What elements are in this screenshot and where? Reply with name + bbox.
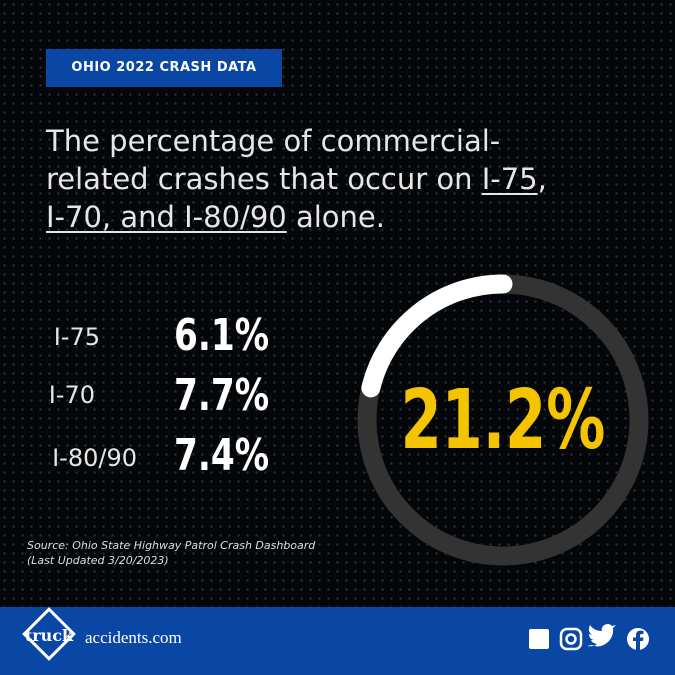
- road-label: I-70: [48, 381, 95, 409]
- road-label: I-80/90: [52, 444, 137, 472]
- donut-label: 21.2%: [401, 372, 606, 467]
- badge: OHIO 2022 CRASH DATA: [46, 49, 282, 87]
- logo-right: accidents.com: [85, 628, 182, 647]
- road-label: I-75: [53, 323, 100, 351]
- twitter-icon[interactable]: [587, 624, 616, 647]
- donut-chart: 21.2%: [357, 274, 649, 566]
- linkedin-icon[interactable]: [529, 629, 549, 649]
- headline-text: alone.: [286, 200, 385, 234]
- facebook-f: [633, 630, 644, 651]
- footer: truck accidents.com: [0, 607, 675, 675]
- road-share: 6.1%: [174, 310, 270, 361]
- road-share: 7.4%: [174, 430, 270, 481]
- headline-text: The percentage of commercial-: [46, 124, 501, 158]
- headline: The percentage of commercial-related cra…: [46, 122, 606, 236]
- road-link: I-70, and I-80/90: [46, 200, 287, 234]
- donut-arc: [361, 274, 513, 398]
- source: Source: Ohio State Highway Patrol Crash …: [27, 538, 315, 568]
- instagram-lens: [565, 633, 577, 645]
- headline-text: related crashes that occur on: [46, 162, 482, 196]
- instagram-icon[interactable]: [559, 627, 583, 651]
- logo-left: truck: [25, 626, 74, 645]
- road-link: I-75: [481, 162, 538, 196]
- logo[interactable]: truck accidents.com: [22, 607, 182, 661]
- headline-text: ,: [537, 162, 547, 196]
- road-share: 7.7%: [174, 370, 270, 421]
- footer-graphics: truck accidents.com: [22, 607, 649, 661]
- source-line: (Last Updated 3/20/2023): [27, 554, 169, 567]
- source-line: Source: Ohio State Highway Patrol Crash …: [27, 539, 316, 552]
